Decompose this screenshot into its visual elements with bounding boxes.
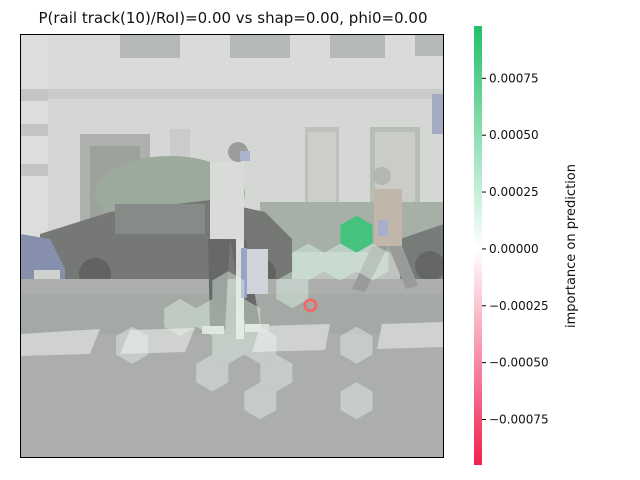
roi-marker [303,298,318,313]
colorbar-tick-label: 0.00075 [489,71,539,85]
importance-hexagon [276,271,309,309]
image-dim-overlay [20,34,444,458]
colorbar-label: importance on prediction [564,164,579,328]
importance-hexagon [356,243,389,281]
importance-hexagon [244,382,277,420]
colorbar-ticks: 0.00075 0.00050 0.00025 0.00000 −0.00025 −0.0… [482,71,549,427]
colorbar-tick-label: 0.00000 [489,242,539,256]
colorbar-gradient [474,26,482,465]
importance-hexagon [340,382,373,420]
plot-frame [20,34,444,458]
importance-hexagon [324,243,357,281]
colorbar-tick-label: −0.00025 [489,299,549,313]
colorbar-tick-label: 0.00025 [489,185,539,199]
colorbar-tick-label: −0.00050 [489,356,549,370]
importance-hexagon [196,299,229,336]
hexagon-layer [116,215,389,420]
importance-hexagon [340,215,373,253]
street-scene-image [20,34,444,458]
importance-hexagon [196,354,229,392]
colorbar-tick-label: −0.00075 [489,413,549,427]
chart-title: P(rail track(10)/RoI)=0.00 vs shap=0.00,… [38,9,428,27]
importance-hexagon [212,326,245,364]
importance-hexagon [116,326,149,364]
roi-marker-layer [303,298,318,313]
importance-hexagon [340,326,373,364]
importance-hexagon [164,299,197,336]
importance-hexagon [292,243,325,281]
importance-hexagon [228,299,261,336]
importance-hexagon [260,354,293,392]
image-plot [20,34,444,458]
colorbar-tick-label: 0.00050 [489,128,539,142]
importance-hexagon [212,271,245,309]
colorbar: 0.00075 0.00050 0.00025 0.00000 −0.00025 −0.0… [474,26,579,465]
importance-hexagon [244,326,277,364]
